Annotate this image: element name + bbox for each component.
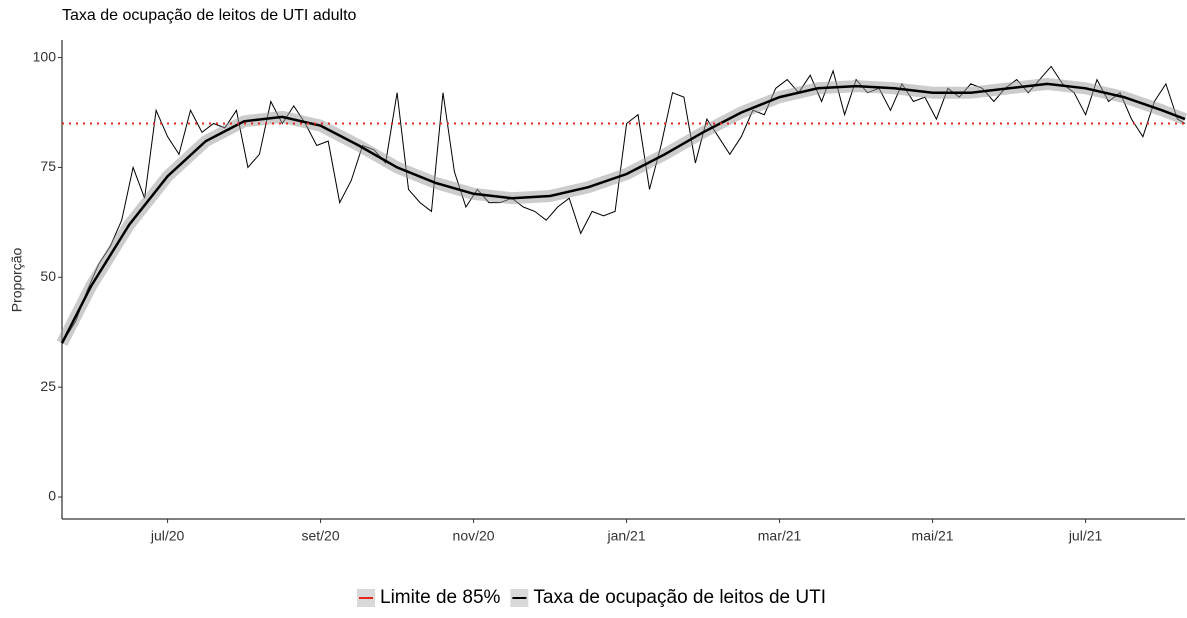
x-tick-label: mai/21	[912, 528, 954, 544]
x-tick-label: nov/20	[453, 528, 495, 544]
y-axis-label: Proporção	[9, 247, 25, 312]
y-tick-label: 100	[33, 48, 57, 64]
x-tick-label: jul/20	[150, 528, 185, 544]
y-tick-label: 25	[40, 378, 56, 394]
y-tick-label: 0	[48, 488, 56, 504]
x-tick-label: set/20	[301, 528, 339, 544]
x-tick-label: jul/21	[1068, 528, 1103, 544]
y-tick-label: 75	[40, 158, 56, 174]
y-tick-label: 50	[40, 268, 56, 284]
x-tick-label: mar/21	[758, 528, 802, 544]
legend-label: Limite de 85%	[380, 587, 501, 608]
legend-label: Taxa de ocupação de leitos de UTI	[533, 587, 826, 608]
raw-line	[61, 65, 1186, 344]
smooth-line	[60, 82, 1186, 344]
chart-title: Taxa de ocupação de leitos de UTI adulto	[62, 7, 357, 24]
x-tick-label: jan/21	[606, 528, 645, 544]
